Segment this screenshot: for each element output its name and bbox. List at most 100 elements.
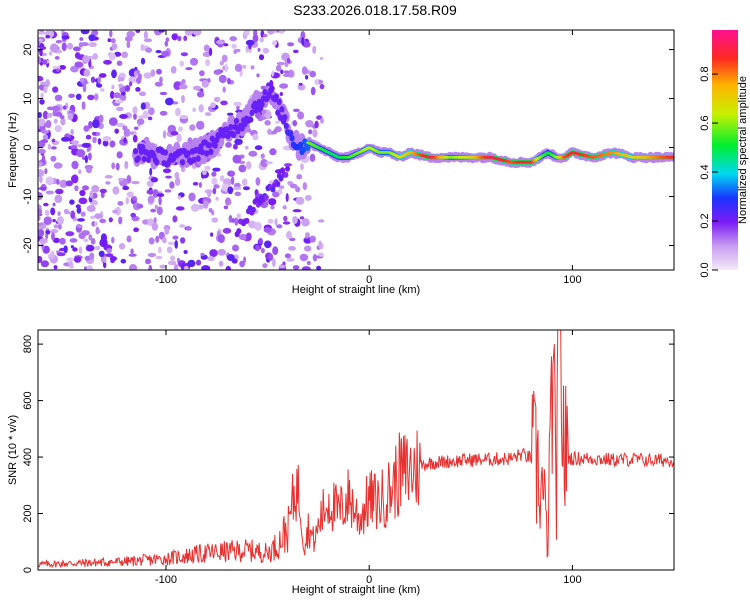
- spectrogram-noise-blob: [162, 236, 167, 244]
- spectrogram-noise-blob: [301, 266, 311, 270]
- spectrogram-noise-blob: [320, 117, 324, 124]
- spectrogram-y-tick-label: 10: [22, 92, 34, 104]
- spectrogram-noise-blob: [88, 34, 96, 42]
- spectrogram-noise-blob: [216, 39, 224, 45]
- spectrogram-noise-blob: [112, 209, 118, 214]
- spectrogram-noise-blob: [50, 250, 55, 260]
- spectrogram-y-tick-label: -10: [22, 189, 34, 205]
- spectrogram-noise-blob: [159, 76, 163, 83]
- spectrogram-noise-blob: [278, 264, 286, 269]
- spectrogram-noise-blob: [125, 197, 129, 205]
- spectrogram-noise-blob: [145, 258, 151, 265]
- spectrogram-lower-branch: [244, 217, 250, 224]
- spectrogram-noise-blob: [83, 69, 91, 77]
- spectrogram-noise-blob: [94, 245, 101, 251]
- spectrogram-noise-blob: [159, 110, 168, 116]
- spectrogram-noise-blob: [222, 227, 232, 234]
- spectrogram-noise-blob: [40, 81, 49, 86]
- spectrogram-lower-branch: [280, 167, 286, 174]
- spectrogram-noise-blob: [147, 195, 155, 204]
- spectrogram-noise-blob: [122, 185, 130, 191]
- spectrogram-noise-blob: [38, 148, 46, 154]
- spectrogram-noise-blob: [146, 180, 154, 187]
- spectrogram-noise-blob: [44, 209, 50, 216]
- spectrogram-noise-blob: [128, 253, 137, 257]
- spectrogram-noise-blob: [63, 245, 68, 254]
- spectrogram-noise-blob: [89, 252, 95, 260]
- spectrogram-x-tick-label: 100: [563, 274, 581, 286]
- spectrogram-noise-blob: [78, 169, 82, 175]
- spectrogram-noise-blob: [254, 145, 263, 151]
- colorbar-tick-label: 0.6: [699, 115, 711, 130]
- spectrogram-noise-blob: [128, 131, 134, 135]
- spectrogram-noise-blob: [312, 45, 317, 54]
- spectrogram-noise-blob: [238, 164, 247, 173]
- spectrogram-noise-blob: [174, 172, 180, 179]
- spectrogram-noise-blob: [301, 66, 308, 75]
- spectrogram-noise-blob: [131, 180, 140, 185]
- spectrogram-noise-blob: [289, 237, 296, 242]
- spectrogram-ridge-band: [138, 148, 144, 156]
- snr-panel: -100 0 100 0 200 400 600 800 Height of straigh…: [7, 329, 675, 596]
- spectrogram-noise-blob: [261, 109, 266, 115]
- spectrogram-noise-blob: [248, 150, 258, 157]
- spectrogram-noise-blob: [269, 148, 277, 156]
- spectrogram-noise-blob: [140, 57, 146, 65]
- spectrogram-noise-blob: [283, 215, 288, 222]
- spectrogram-noise-blob: [56, 216, 64, 225]
- spectrogram-noise-blob: [75, 204, 81, 209]
- spectrogram-noise-blob: [148, 237, 155, 245]
- spectrogram-noise-blob: [148, 107, 155, 116]
- spectrogram-noise-blob: [161, 50, 170, 57]
- spectrogram-noise-blob: [91, 131, 97, 136]
- spectrogram-noise-blob: [180, 167, 186, 173]
- spectrogram-noise-blob: [274, 218, 278, 226]
- spectrogram-noise-blob: [76, 149, 86, 158]
- spectrogram-noise-blob: [118, 216, 123, 225]
- spectrogram-noise-blob: [181, 95, 185, 103]
- spectrogram-noise-blob: [308, 129, 313, 135]
- spectrogram-noise-blob: [126, 40, 131, 49]
- spectrogram-noise-blob: [260, 247, 265, 254]
- spectrogram-noise-blob: [38, 169, 45, 178]
- spectrogram-noise-blob: [81, 101, 86, 110]
- spectrogram-lower-branch: [285, 165, 290, 172]
- spectrogram-noise-blob: [226, 254, 235, 261]
- spectrogram-noise-blob: [260, 85, 267, 90]
- spectrogram-lower-branch: [278, 175, 284, 182]
- snr-y-tick-label: 200: [22, 504, 34, 522]
- spectrogram-noise-blob: [232, 143, 238, 150]
- spectrogram-noise-blob: [103, 256, 107, 264]
- spectrogram-noise-blob: [150, 208, 157, 213]
- spectrogram-noise-blob: [268, 253, 274, 261]
- spectrogram-noise-blob: [51, 232, 55, 241]
- spectrogram-noise-blob: [296, 174, 303, 180]
- spectrogram-noise-blob: [114, 128, 119, 134]
- spectrogram-noise-blob: [108, 52, 116, 61]
- spectrogram-noise-blob: [286, 258, 295, 262]
- spectrogram-noise-blob: [177, 195, 181, 200]
- spectrogram-noise-blob: [258, 54, 265, 61]
- spectrogram-noise-blob: [42, 110, 49, 120]
- spectrogram-ridge-band: [288, 130, 294, 137]
- spectrogram-noise-blob: [173, 264, 179, 270]
- spectrogram-noise-blob: [165, 175, 172, 179]
- spectrogram-noise-blob: [135, 30, 141, 33]
- spectrogram-ridge-band: [221, 132, 227, 139]
- spectrogram-noise-blob: [181, 79, 186, 85]
- snr-x-tick-label: -100: [155, 574, 177, 586]
- spectrogram-noise-blob: [88, 42, 97, 48]
- spectrogram-noise-blob: [70, 245, 74, 249]
- spectrogram-noise-blob: [139, 91, 146, 97]
- spectrogram-noise-blob: [309, 153, 316, 162]
- spectrogram-noise-blob: [277, 62, 284, 66]
- spectrogram-noise-blob: [202, 170, 207, 176]
- spectrogram-ridge-band: [208, 148, 214, 155]
- spectrogram-noise-blob: [56, 68, 60, 72]
- spectrogram-noise-blob: [53, 162, 63, 169]
- spectrogram-noise-blob: [213, 184, 220, 189]
- spectrogram-noise-blob: [69, 199, 75, 205]
- spectrogram-noise-blob: [98, 250, 105, 257]
- spectrogram-noise-blob: [241, 64, 247, 69]
- spectrogram-noise-blob: [91, 185, 100, 193]
